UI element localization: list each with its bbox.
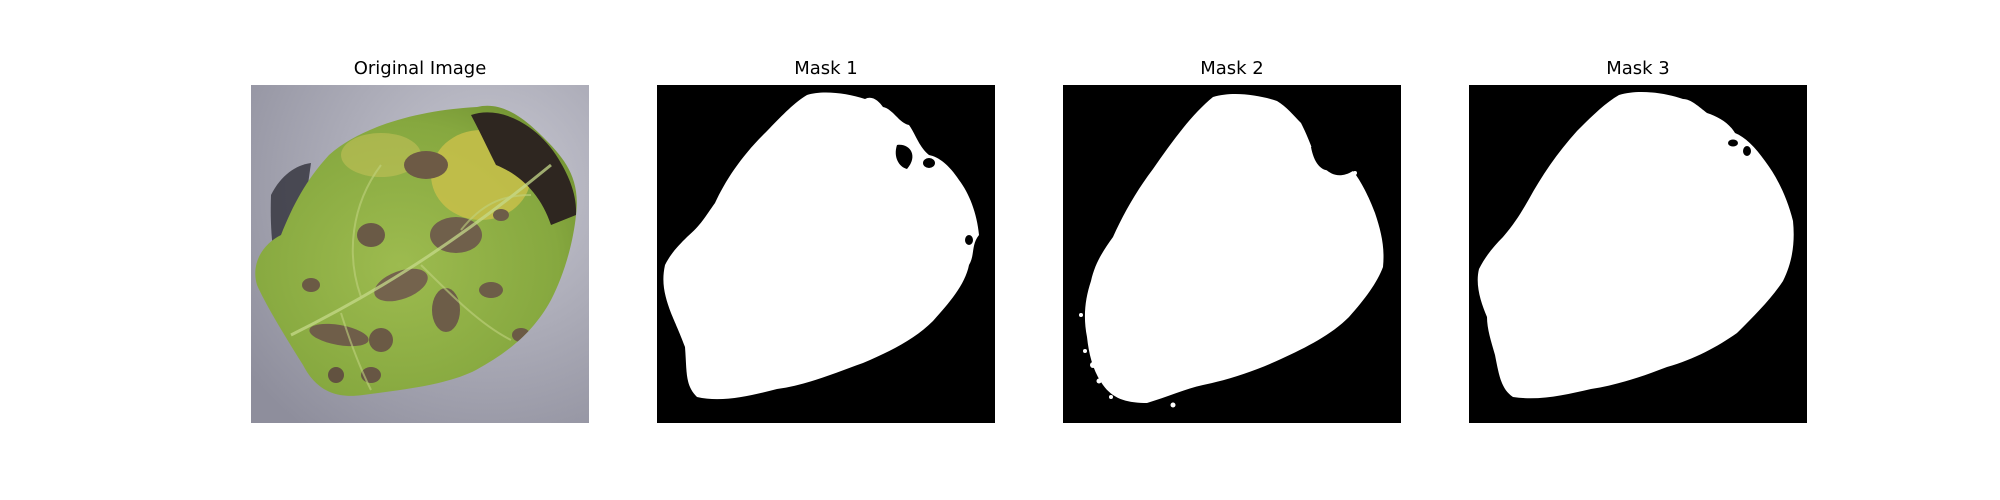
panel-title-mask-2: Mask 2 [1200, 58, 1264, 79]
panel-title-original-image: Original Image [353, 58, 487, 79]
mask-2-region [1084, 94, 1384, 404]
mask-1-image [657, 85, 995, 423]
mask-2-panel [1063, 85, 1401, 423]
original-image-panel [251, 85, 589, 423]
mask-1-panel [657, 85, 995, 423]
mask-2-image [1063, 85, 1401, 423]
panel-title-mask-3: Mask 3 [1606, 58, 1670, 79]
mask-3-panel [1469, 85, 1807, 423]
original-leaf-photo [251, 85, 589, 423]
mask-3-region [1477, 92, 1794, 399]
mask-3-image [1469, 85, 1807, 423]
mask-1-region [663, 92, 979, 400]
panel-title-mask-1: Mask 1 [794, 58, 858, 79]
